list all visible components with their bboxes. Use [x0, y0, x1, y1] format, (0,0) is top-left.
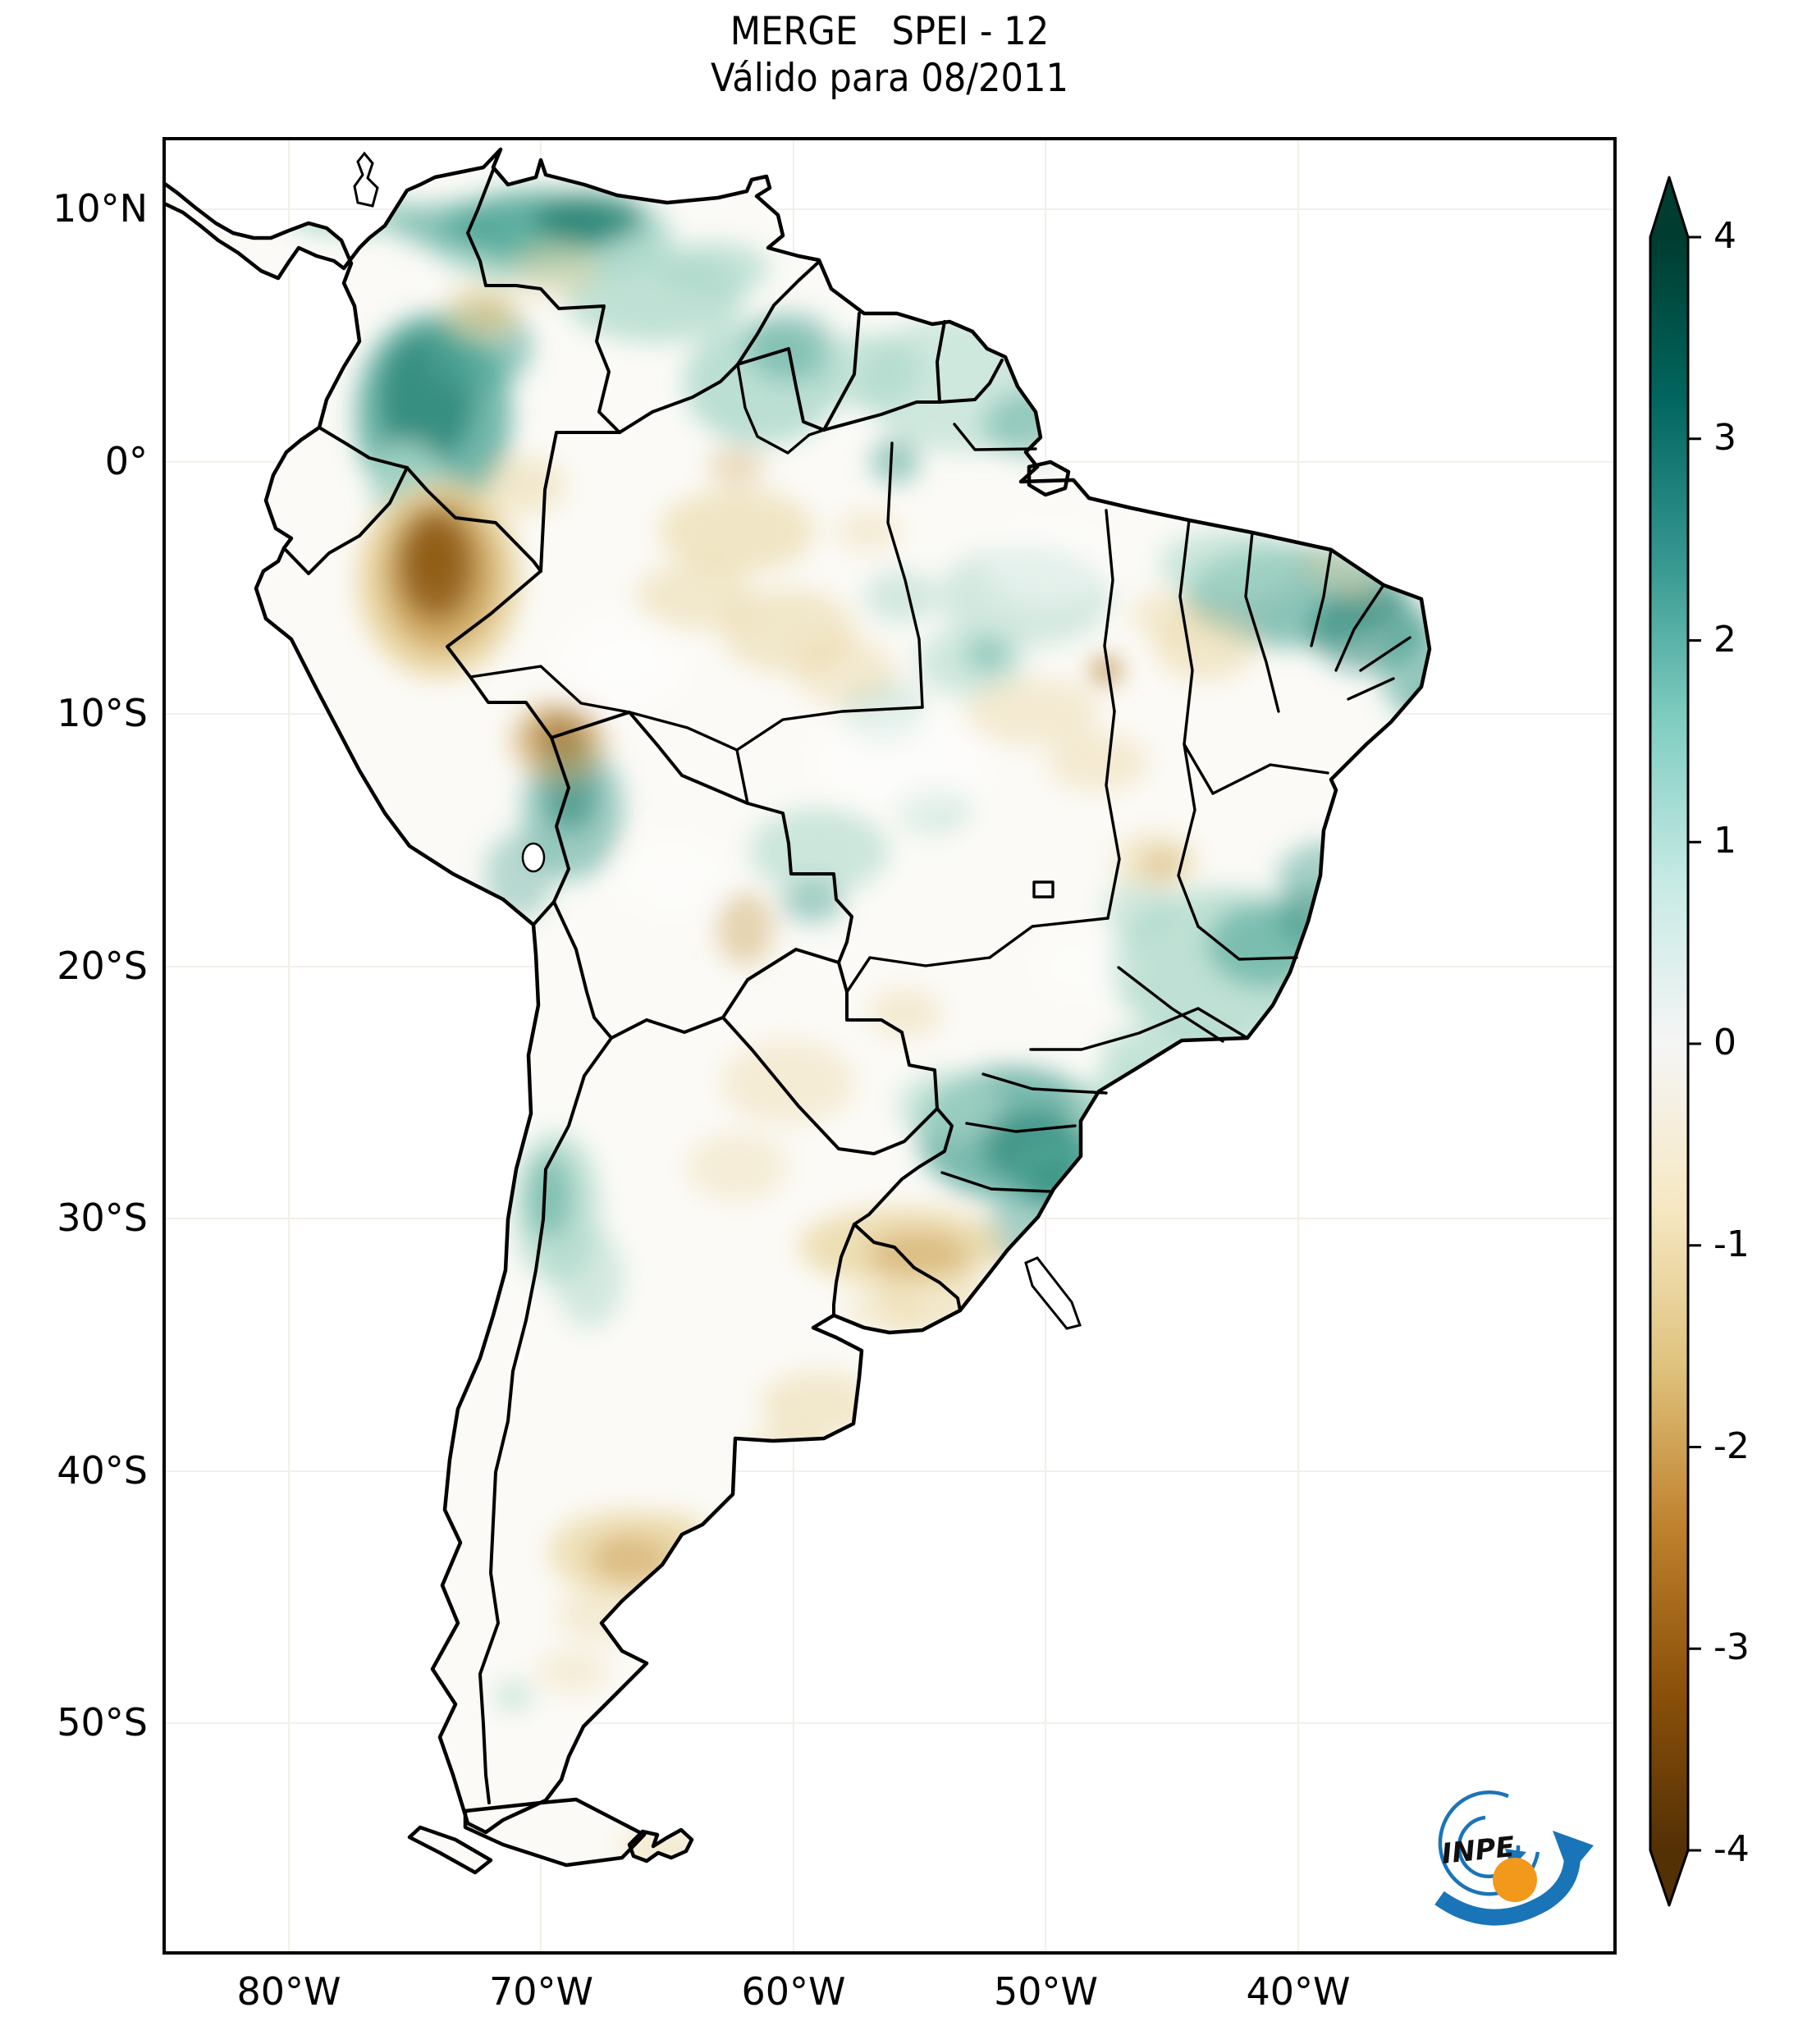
logo-orange-ball-icon: [1493, 1858, 1537, 1902]
spei-blob: [556, 613, 688, 711]
spei-blob: [1102, 880, 1176, 937]
spei-blob: [743, 1428, 829, 1480]
spei-blob: [536, 1648, 610, 1694]
spei-blob: [745, 312, 835, 381]
spei-blob: [844, 1286, 926, 1335]
spei-blob: [1047, 733, 1149, 792]
spei-blob: [1142, 851, 1182, 877]
spei-blob: [686, 1132, 788, 1201]
spei-blob: [485, 833, 554, 918]
colorbar-tick-label: 3: [1713, 416, 1736, 459]
colorbar-tick-label: 4: [1713, 215, 1736, 257]
spei-blob: [532, 715, 588, 759]
lagoa-dos-patos: [1024, 1256, 1082, 1330]
y-axis-tick-label: 40°S: [57, 1447, 148, 1493]
spei-blob: [392, 203, 507, 249]
spei-blob: [749, 808, 889, 894]
y-axis-tick-label: 10°N: [53, 186, 148, 231]
spei-blob: [514, 240, 599, 300]
y-axis-tick-label: 30°S: [57, 1196, 148, 1240]
spei-blob: [835, 510, 901, 552]
spei-blob: [1032, 933, 1131, 999]
colorbar-ticks: [1688, 235, 1701, 1852]
lake-maracaibo: [353, 151, 379, 208]
spei-blob: [481, 456, 566, 515]
spei-blob: [1160, 529, 1299, 598]
spei-blob: [753, 1671, 803, 1712]
spei-blob: [811, 711, 991, 810]
axes-frame: [162, 137, 1617, 1955]
map-svg: INPE: [162, 137, 1617, 1955]
x-axis-tick-label: 40°W: [1246, 1969, 1351, 2014]
spei-blob: [716, 892, 774, 966]
colorbar-gradient: [1649, 176, 1690, 1907]
plot-title-block: MERGE SPEI - 12 Válido para 08/2011: [221, 8, 1558, 102]
colorbar-tick-label: -4: [1713, 1828, 1750, 1870]
spei-blob: [760, 1370, 878, 1439]
x-axis-tick-label: 70°W: [488, 1969, 594, 2014]
spei-blob: [556, 1585, 655, 1643]
x-axis-tick-label: 50°W: [993, 1969, 1099, 2014]
coastline: [162, 147, 1432, 1875]
colorbar-tick-label: 2: [1713, 618, 1736, 661]
lakes: [353, 151, 1082, 1330]
spei-blob: [868, 1232, 970, 1278]
logo-swoosh-icon: [1434, 1857, 1581, 1926]
spei-blob: [864, 570, 938, 623]
spei-blob: [708, 445, 766, 486]
inpe-logo-text: INPE: [1440, 1831, 1517, 1871]
colorbar-tick-label: -1: [1713, 1223, 1750, 1265]
spei-blob: [659, 488, 815, 574]
spei-blob: [1098, 664, 1114, 677]
logo-arrowhead-icon: [1553, 1831, 1594, 1875]
y-axis-tick-label: 20°S: [57, 943, 148, 988]
spei-blob: [1131, 590, 1200, 639]
spei-blob: [655, 242, 770, 295]
country-borders: [282, 168, 1004, 1804]
x-axis-tick-label: 60°W: [741, 1969, 846, 2014]
spei-blob: [871, 438, 920, 484]
state-borders: [469, 363, 1411, 1193]
spei-blob: [868, 989, 942, 1038]
colorbar: [1649, 176, 1701, 1907]
spei-blob: [1335, 571, 1378, 597]
spei-blob: [898, 1071, 1000, 1140]
spei-blob: [964, 639, 1010, 672]
colorbar-tick-label: 1: [1713, 820, 1736, 862]
spei-blob: [794, 638, 896, 706]
colorbar-tick-label: -2: [1713, 1424, 1750, 1467]
plot-title: MERGE SPEI - 12: [730, 9, 1050, 54]
spei-blob: [555, 1227, 624, 1328]
plot-subtitle: Válido para 08/2011: [711, 56, 1068, 101]
spei-blob: [781, 880, 844, 923]
spei-blob: [533, 194, 645, 244]
spei-blob: [413, 527, 455, 592]
y-axis-tick-label: 50°S: [57, 1700, 148, 1744]
spei-blob: [528, 1155, 572, 1240]
spei-blob: [496, 1681, 532, 1711]
map-panel: INPE: [162, 137, 1617, 1955]
spei-blob: [635, 562, 753, 631]
colorbar-tick-label: -3: [1713, 1626, 1750, 1669]
spei-blob: [469, 302, 506, 327]
spei-blob: [965, 677, 1100, 746]
colorbar-tick-label: 0: [1713, 1022, 1736, 1063]
inpe-logo: INPE: [1434, 1790, 1594, 1926]
spei-blob: [721, 1040, 855, 1125]
spei-blob: [614, 835, 729, 917]
lake-titicaca: [521, 842, 546, 873]
y-axis-tick-label: 10°S: [57, 691, 148, 735]
x-axis-tick-label: 80°W: [236, 1969, 341, 2014]
y-axis-tick-label: 0°: [104, 438, 148, 483]
spei-blob: [1379, 615, 1430, 717]
spei-blob: [1100, 1022, 1251, 1091]
spei-blob: [983, 523, 1114, 605]
